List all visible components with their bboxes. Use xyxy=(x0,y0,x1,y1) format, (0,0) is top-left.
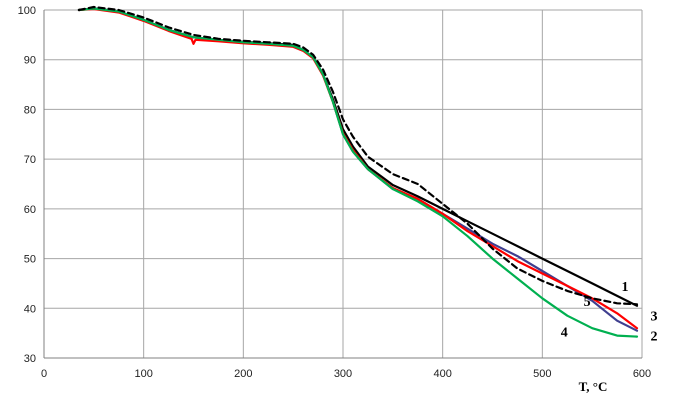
x-tick-label-200: 200 xyxy=(234,368,252,380)
series-line-4 xyxy=(77,7,639,338)
x-axis-title: T, °C xyxy=(579,379,608,394)
grid xyxy=(44,9,643,358)
x-tick-label-400: 400 xyxy=(433,368,451,380)
y-tick-label-60: 60 xyxy=(24,204,36,216)
x-tick-label-500: 500 xyxy=(533,368,551,380)
series-line-5 xyxy=(77,5,639,306)
series-labels: 1 5 3 2 4 xyxy=(561,280,658,345)
series-label-3: 3 xyxy=(650,310,657,325)
series-label-2: 2 xyxy=(650,330,657,345)
y-tick-label-70: 70 xyxy=(24,154,36,166)
x-tick-label-300: 300 xyxy=(334,368,352,380)
tick-labels: 0 100 200 300 400 500 600 30 40 50 60 70 80 90 100 xyxy=(18,5,652,380)
y-tick-label-90: 90 xyxy=(24,55,36,67)
y-tick-label-40: 40 xyxy=(24,303,36,315)
series-label-5: 5 xyxy=(584,295,591,310)
x-tick-label-100: 100 xyxy=(134,368,152,380)
series-label-1: 1 xyxy=(622,280,629,295)
y-tick-label-30: 30 xyxy=(24,353,36,365)
y-tick-label-50: 50 xyxy=(24,254,36,266)
y-tick-label-100: 100 xyxy=(18,5,36,17)
x-tick-label-600: 600 xyxy=(633,368,651,380)
x-tick-label-0: 0 xyxy=(41,368,47,380)
series-line-3 xyxy=(77,7,639,330)
series-label-4: 4 xyxy=(561,326,568,341)
y-tick-label-80: 80 xyxy=(24,104,36,116)
series-lines xyxy=(77,5,639,338)
series-line-2 xyxy=(77,7,639,332)
axes xyxy=(43,10,642,359)
